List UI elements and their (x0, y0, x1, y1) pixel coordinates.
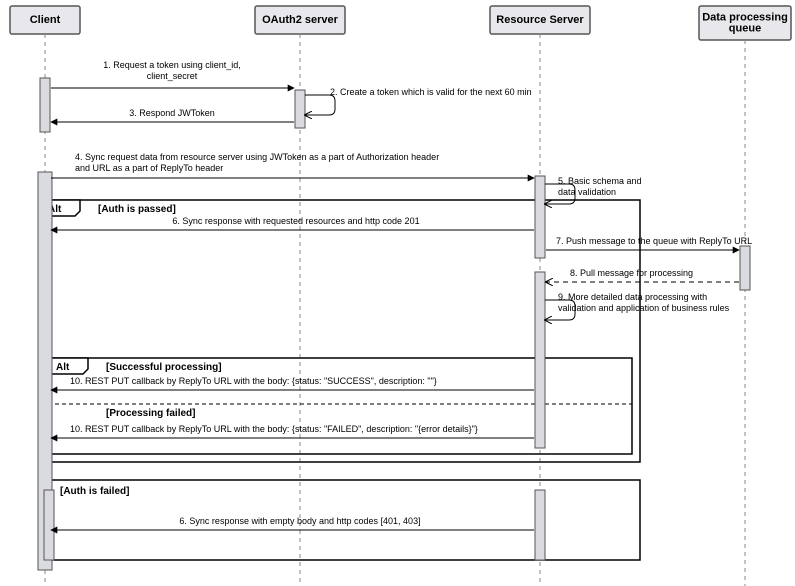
message-label: client_secret (147, 71, 198, 81)
message-label: validation and application of business r… (558, 303, 730, 313)
lifeline-label-client: Client (30, 14, 61, 26)
message-label: 4. Sync request data from resource serve… (75, 152, 439, 162)
message-label: data validation (558, 187, 616, 197)
self-message (305, 95, 335, 115)
message-label: 2. Create a token which is valid for the… (330, 87, 532, 97)
message-label: 10. REST PUT callback by ReplyTo URL wit… (70, 376, 437, 386)
message-label: 5. Basic schema and (558, 176, 642, 186)
message-label: 8. Pull message for processing (570, 268, 693, 278)
alt-guard: [Auth is failed] (60, 486, 129, 497)
sequence-diagram: ClientOAuth2 serverResource ServerData p… (0, 0, 795, 586)
activation-oauth (295, 90, 305, 128)
lifeline-label-oauth: OAuth2 server (262, 14, 339, 26)
activation-resource (535, 490, 545, 560)
activation-client (40, 78, 50, 132)
message-label: 10. REST PUT callback by ReplyTo URL wit… (70, 424, 478, 434)
alt-label: Alt (56, 362, 70, 373)
message-label: 3. Respond JWToken (129, 108, 215, 118)
message-label: 6. Sync response with requested resource… (172, 216, 419, 226)
activation-client (44, 490, 54, 560)
alt-frame (40, 200, 640, 462)
message-label: 1. Request a token using client_id, (103, 60, 241, 70)
message-label: 9. More detailed data processing with (558, 292, 707, 302)
lifeline-label-queue: queue (729, 22, 761, 34)
activation-resource (535, 176, 545, 258)
lifeline-label-resource: Resource Server (496, 14, 584, 26)
alt-guard: [Processing failed] (106, 408, 195, 419)
message-label: 7. Push message to the queue with ReplyT… (556, 236, 752, 246)
message-label: and URL as a part of ReplyTo header (75, 163, 223, 173)
alt-guard: [Auth is passed] (98, 204, 176, 215)
alt-guard: [Successful processing] (106, 362, 222, 373)
activation-resource (535, 272, 545, 448)
message-label: 6. Sync response with empty body and htt… (179, 516, 420, 526)
activation-queue (740, 246, 750, 290)
